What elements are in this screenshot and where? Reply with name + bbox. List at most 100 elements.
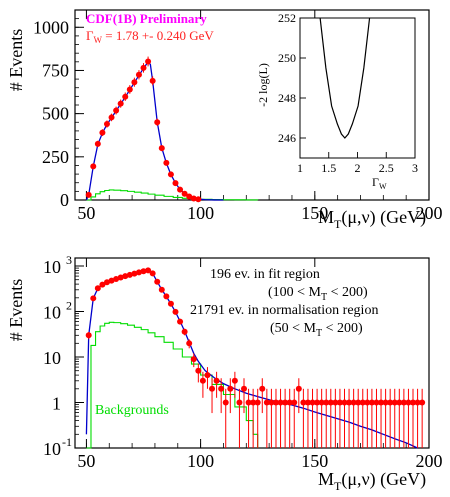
- top-panel: 50 100 150 200 0 250 500 750 1000 # Events MT(μ,…: [6, 9, 443, 231]
- bottom-data-point: [419, 399, 426, 406]
- bottom-x-axis-label-rest: (μ,ν) (GeV): [341, 469, 426, 490]
- top-data-point: [117, 100, 124, 107]
- top-data-point: [149, 77, 156, 84]
- inset-y-tick-label-0: 246: [278, 131, 296, 145]
- bottom-data-point: [263, 399, 270, 406]
- top-ticks: 50 100 150 200 0 250 500 750 1000: [33, 9, 443, 223]
- inset-x-axis-label-sub: W: [379, 182, 387, 191]
- top-data-point: [190, 195, 197, 202]
- inset-y-axis-label: -2 log(L): [256, 63, 270, 107]
- bottom-data-point: [250, 399, 257, 406]
- inset-ticks: 1 1.5 2 2.5 3 246 248 250 252: [278, 11, 418, 175]
- bottom-data-point: [291, 399, 298, 406]
- bottom-data-point: [94, 285, 101, 292]
- bottom-data-point: [355, 399, 362, 406]
- annotation-fit-range-open: (100 < M: [268, 285, 322, 300]
- inset-frame: [299, 17, 416, 159]
- bottom-data-point: [218, 385, 225, 392]
- top-x-axis-label-rest: (μ,ν) (GeV): [341, 207, 426, 228]
- bottom-data-point: [117, 274, 124, 281]
- top-background-curve: [86, 189, 259, 201]
- bottom-data-point: [172, 308, 179, 315]
- top-data-point: [94, 140, 101, 147]
- bottom-data-point: [154, 278, 161, 285]
- bottom-y-tick-label-1: 1: [52, 394, 61, 414]
- bottom-data-point: [126, 271, 133, 278]
- subtitle-value: = 1.78 +- 0.240 GeV: [102, 28, 214, 43]
- top-y-tick-label-3: 750: [42, 60, 69, 80]
- top-data-point: [140, 64, 147, 71]
- bottom-data-point: [177, 318, 184, 325]
- backgrounds-label: Backgrounds: [95, 403, 169, 418]
- bottom-data-point: [414, 399, 421, 406]
- top-y-tick-label-4: 1000: [33, 17, 69, 37]
- bottom-data-point: [391, 399, 398, 406]
- bottom-data-point: [359, 399, 366, 406]
- bottom-data-point: [318, 399, 325, 406]
- inset-x-tick-label-4: 3: [412, 161, 418, 175]
- bottom-y-axis-label: # Events: [6, 279, 26, 342]
- top-data-point: [108, 114, 115, 121]
- bottom-data-point: [300, 399, 307, 406]
- bottom-x-tick-label-1: 100: [187, 451, 214, 471]
- bottom-data-point: [327, 399, 334, 406]
- top-x-axis-label-sub: T: [334, 217, 342, 231]
- inset-y-tick-label-1: 248: [278, 91, 296, 105]
- top-x-tick-label-2: 150: [301, 203, 328, 223]
- bottom-x-tick-label-3: 200: [416, 451, 443, 471]
- inset-x-tick-label-1: 1.5: [321, 161, 336, 175]
- bottom-data-point: [336, 399, 343, 406]
- bottom-y-tick-label-2: 10: [43, 348, 61, 368]
- bottom-x-axis-label: MT(μ,ν) (GeV): [318, 469, 426, 493]
- bottom-data-point: [108, 277, 115, 284]
- bottom-data-point: [204, 372, 211, 379]
- bottom-y-tick-label-3: 10: [43, 303, 61, 323]
- top-data-point: [126, 86, 133, 93]
- bottom-data-point: [364, 399, 371, 406]
- top-y-tick-label-1: 250: [42, 147, 69, 167]
- subtitle-gamma: Γ: [86, 28, 94, 43]
- bottom-data-point: [405, 399, 412, 406]
- bottom-data-point: [304, 399, 311, 406]
- annotation-normalisation-range-sub: T: [316, 328, 322, 339]
- bottom-data-point: [222, 399, 229, 406]
- top-data-point: [172, 180, 179, 187]
- top-series: [85, 56, 259, 203]
- bottom-data-point: [122, 273, 129, 280]
- top-data-point: [163, 159, 170, 166]
- top-data-point: [103, 121, 110, 127]
- annotation-normalisation-range-open: (50 < M: [270, 321, 317, 336]
- bottom-fit-curve: [85, 269, 418, 449]
- bottom-data-point: [368, 399, 375, 406]
- bottom-plot-frame: [74, 257, 430, 449]
- bottom-data-point: [410, 399, 417, 406]
- bottom-data-point: [400, 399, 407, 406]
- top-data-point: [181, 190, 188, 197]
- bottom-data-point: [199, 377, 206, 384]
- bottom-y-tick-exp-3: 2: [66, 299, 72, 313]
- top-data-point: [135, 71, 142, 78]
- chart-title: CDF(1B) Preliminary: [86, 11, 207, 26]
- likelihood-curve: [319, 18, 371, 139]
- bottom-data-point: [286, 399, 293, 406]
- bottom-data-point: [295, 385, 302, 392]
- top-data-point: [90, 163, 97, 170]
- bottom-data-point: [314, 399, 321, 406]
- top-data-point: [145, 58, 152, 65]
- top-x-tick-label-1: 100: [187, 203, 214, 223]
- bottom-data-point: [113, 276, 120, 283]
- bottom-data-point: [346, 399, 353, 406]
- bottom-data-point: [282, 399, 289, 406]
- annotation-normalisation-range-close: < 200): [322, 321, 363, 336]
- bottom-data-point: [99, 281, 106, 288]
- bottom-data-point: [181, 328, 188, 335]
- bottom-data-point: [309, 399, 316, 406]
- top-data-point: [177, 186, 184, 193]
- bottom-data-point: [350, 399, 357, 406]
- inset-x-axis-label-main: Γ: [372, 175, 379, 189]
- top-data-point: [195, 196, 202, 203]
- bottom-data-point: [236, 399, 243, 406]
- top-y-tick-label-0: 0: [60, 190, 69, 210]
